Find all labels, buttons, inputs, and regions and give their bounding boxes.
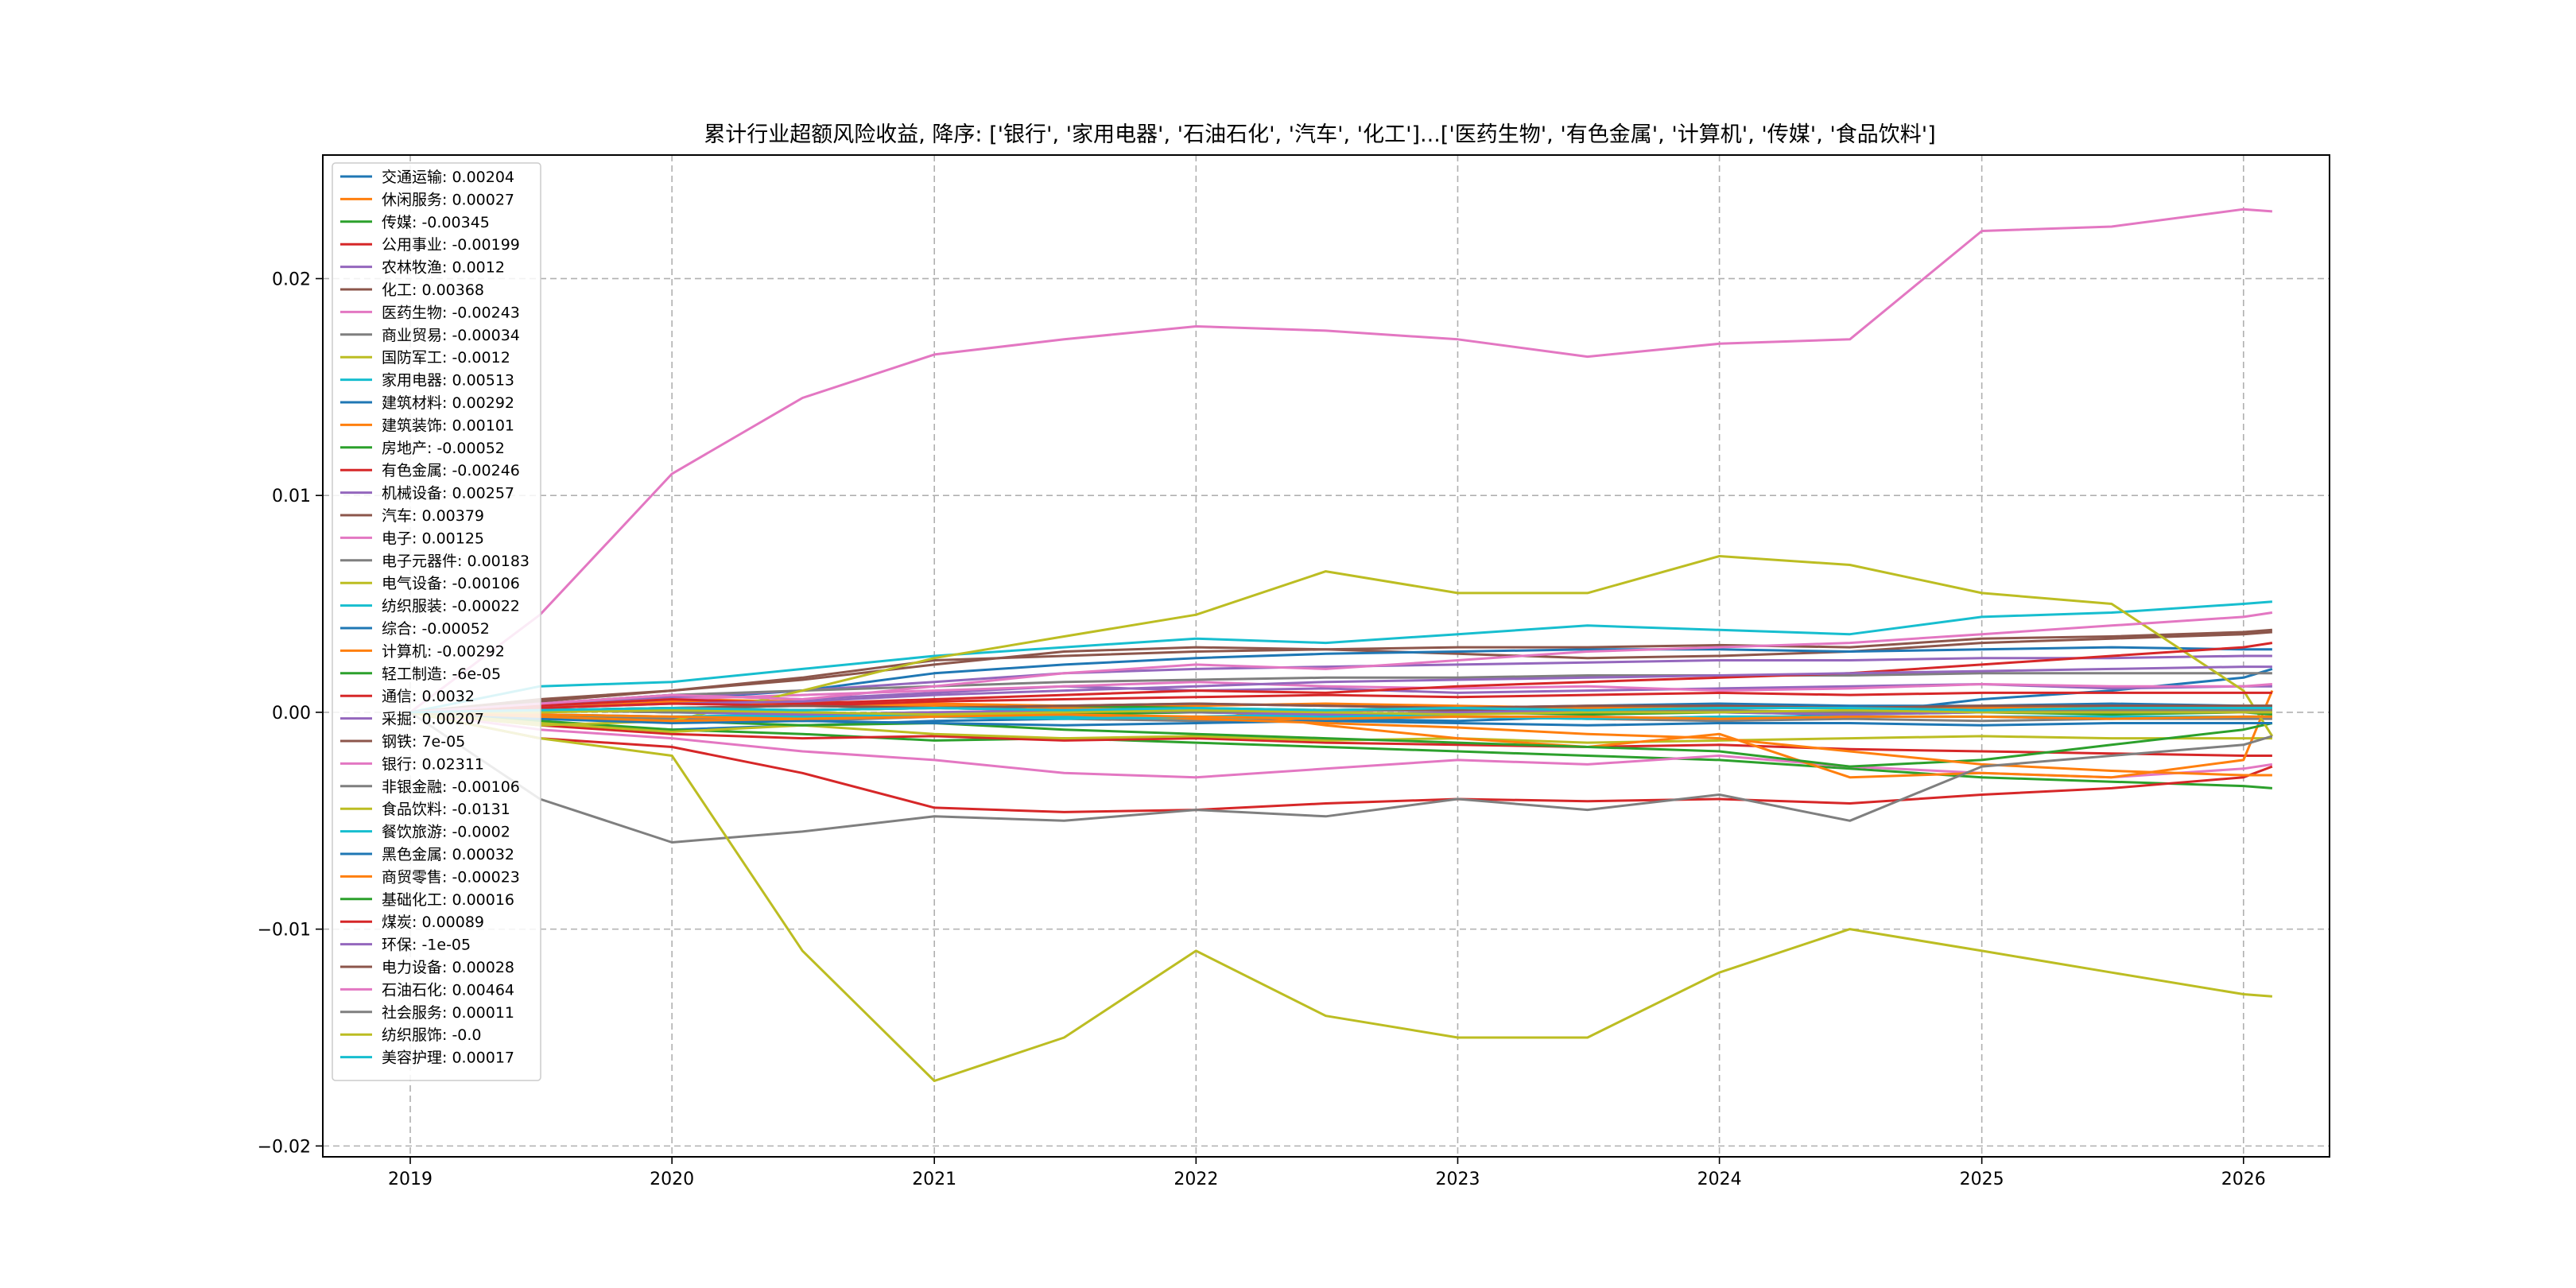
series-line-2 <box>409 711 2273 789</box>
series-line-26 <box>409 208 2273 714</box>
legend-entry: 机械设备: 0.00257 <box>382 485 514 502</box>
legend-entry: 非银金融: -0.00106 <box>382 778 520 796</box>
legend-entry: 美容护理: 0.00017 <box>382 1049 514 1067</box>
legend-entry: 房地产: -0.00052 <box>382 440 505 457</box>
legend-entry: 化工: 0.00368 <box>382 281 484 299</box>
legend-entry: 综合: -0.00052 <box>382 620 490 638</box>
legend-box <box>332 162 541 1081</box>
x-tick-label: 2019 <box>388 1170 433 1189</box>
legend-entry: 钢铁: 7e-05 <box>382 733 465 751</box>
chart-title: 累计行业超额风险收益, 降序: ['银行', '家用电器', '石油石化', '… <box>704 122 1936 147</box>
legend-entry: 商贸零售: -0.00023 <box>382 868 520 886</box>
legend-entry: 农林牧渔: 0.0012 <box>382 259 505 277</box>
series-line-39 <box>409 707 2272 714</box>
legend-entry: 餐饮旅游: -0.0002 <box>382 824 510 841</box>
legend-entry: 传媒: -0.00345 <box>382 214 490 231</box>
series-line-15 <box>409 628 2273 714</box>
legend-entry: 纺织服饰: -0.0 <box>382 1026 482 1044</box>
legend-entry: 食品饮料: -0.0131 <box>382 801 510 818</box>
legend-entry: 汽车: 0.00379 <box>382 507 484 525</box>
y-tick-label: −0.01 <box>258 921 311 941</box>
x-tick-label: 2022 <box>1174 1170 1218 1189</box>
legend-entry: 休闲服务: 0.00027 <box>382 191 514 208</box>
legend-entry: 医药生物: -0.00243 <box>382 304 520 321</box>
x-tick-label: 2023 <box>1435 1170 1480 1189</box>
y-tick-label: 0.01 <box>272 487 311 506</box>
legend-entry: 电子: 0.00125 <box>382 530 484 547</box>
x-tick-label: 2020 <box>650 1170 694 1189</box>
x-tick-label: 2026 <box>2221 1170 2266 1189</box>
legend-entry: 电气设备: -0.00106 <box>382 575 520 592</box>
legend-entry: 社会服务: 0.00011 <box>382 1004 514 1022</box>
plot-frame <box>322 154 2330 1158</box>
series-line-31 <box>409 711 2272 720</box>
series-line-21 <box>409 711 2272 777</box>
legend-entry: 银行: 0.02311 <box>382 755 484 773</box>
legend-entry: 环保: -1e-05 <box>382 937 471 954</box>
series-lines <box>409 208 2274 1082</box>
legend-entry: 采掘: 0.00207 <box>382 711 484 728</box>
legend-entry: 建筑材料: 0.00292 <box>382 394 514 412</box>
legend: 交通运输: 0.00204 休闲服务: 0.00027 传媒: -0.00345 公用… <box>332 162 541 1081</box>
legend-entry: 交通运输: 0.00204 <box>382 169 514 186</box>
series-line-36 <box>409 611 2273 714</box>
series-line-17 <box>409 672 2272 714</box>
series-line-13 <box>409 711 2273 813</box>
legend-entry: 计算机: -0.00292 <box>382 642 505 660</box>
legend-entry: 煤炭: 0.00089 <box>382 914 484 931</box>
series-line-28 <box>409 711 2273 1082</box>
legend-entry: 电子元器件: 0.00183 <box>382 553 530 570</box>
y-tick-label: 0.02 <box>272 270 311 289</box>
y-tick-label: −0.02 <box>258 1137 311 1157</box>
legend-entry: 石油石化: 0.00464 <box>382 981 514 999</box>
legend-entry: 纺织服装: -0.00022 <box>382 598 520 615</box>
legend-entry: 家用电器: 0.00513 <box>382 372 514 390</box>
series-line-35 <box>409 702 2272 714</box>
legend-entry: 黑色金属: 0.00032 <box>382 846 514 863</box>
series-line-24 <box>409 665 2272 714</box>
legend-entry: 建筑装饰: 0.00101 <box>382 417 514 434</box>
x-tick-label: 2021 <box>912 1170 956 1189</box>
series-line-27 <box>409 711 2273 844</box>
series-line-20 <box>409 711 2272 727</box>
y-axis: 0.02 0.01 0.00 −0.01 −0.02 <box>258 270 323 1157</box>
legend-entry: 公用事业: -0.00199 <box>382 236 520 254</box>
legend-entry: 轻工制造: -6e-05 <box>382 665 501 683</box>
series-line-38 <box>410 708 2272 716</box>
x-tick-label: 2025 <box>1960 1170 2004 1189</box>
legend-entry: 通信: 0.0032 <box>382 688 475 705</box>
legend-entry: 国防军工: -0.0012 <box>382 349 510 367</box>
x-tick-label: 2024 <box>1697 1170 1742 1189</box>
legend-entry: 商业贸易: -0.00034 <box>382 327 520 344</box>
legend-entry: 电力设备: 0.00028 <box>382 959 514 976</box>
x-axis: 2019 2020 2021 2022 2023 2024 2025 2026 <box>388 1157 2266 1189</box>
series-line-9 <box>409 600 2273 714</box>
plot-area <box>323 155 2330 1157</box>
legend-entry: 基础化工: 0.00016 <box>382 891 514 909</box>
legend-entry: 有色金属: -0.00246 <box>382 462 520 479</box>
series-line-33 <box>409 691 2272 714</box>
y-tick-label: 0.00 <box>272 704 311 724</box>
